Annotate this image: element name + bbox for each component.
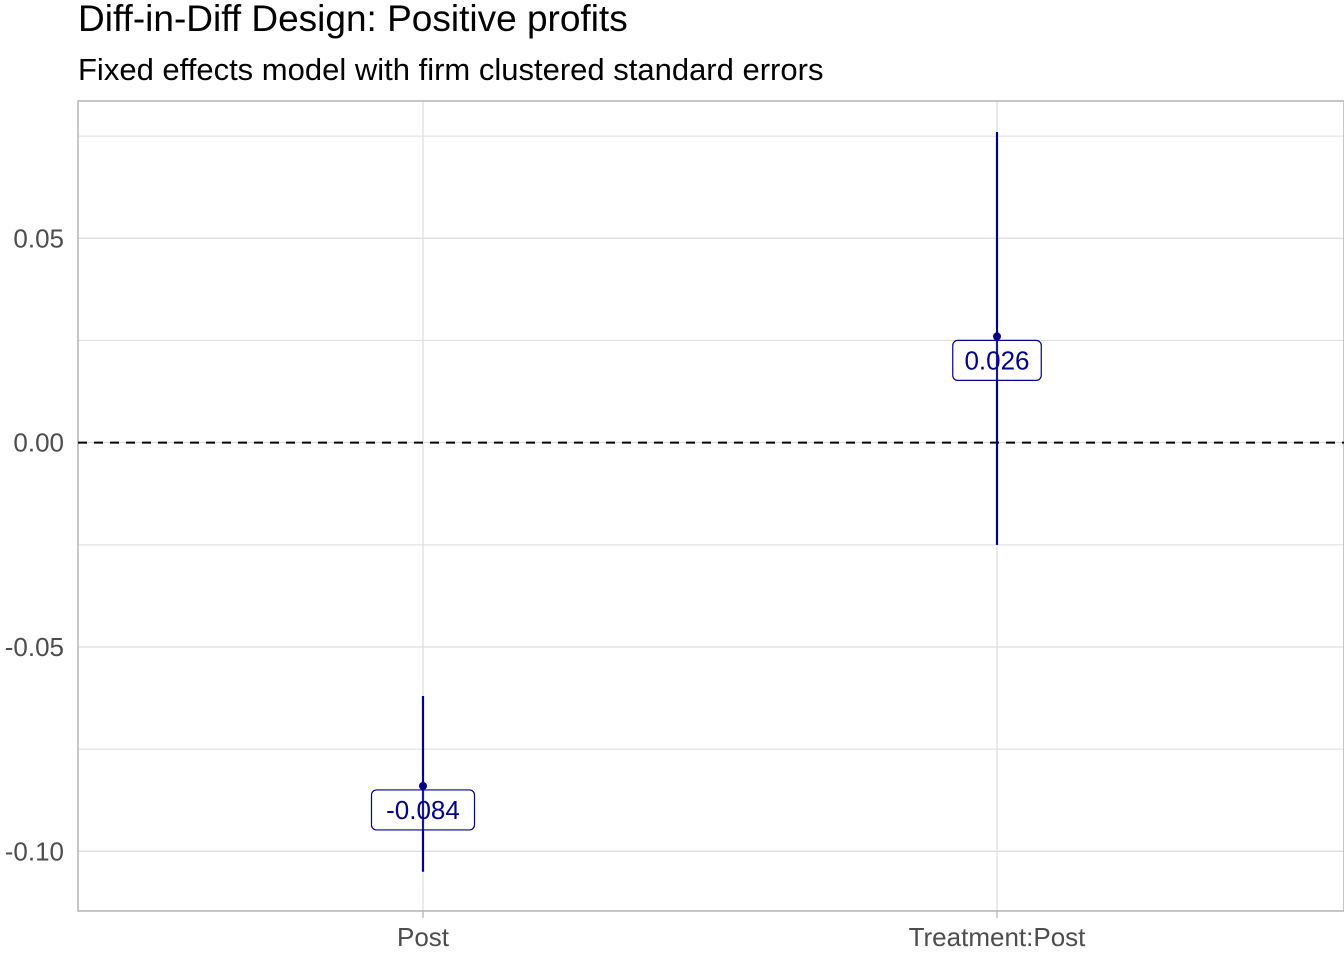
- estimate-point: [993, 332, 1001, 341]
- x-tick-label: Post: [397, 922, 450, 952]
- y-tick-label: 0.05: [13, 223, 64, 253]
- y-tick-label: -0.05: [5, 632, 64, 662]
- panel-border: [77, 100, 1344, 912]
- grid-layer: [78, 101, 1344, 911]
- y-tick-label: 0.00: [13, 428, 64, 458]
- x-tick-label: Treatment:Post: [909, 922, 1087, 952]
- y-tick-label: -0.10: [5, 836, 64, 866]
- estimate-point: [419, 781, 427, 790]
- chart-subtitle: Fixed effects model with firm clustered …: [78, 52, 823, 87]
- chart-title: Diff-in-Diff Design: Positive profits: [78, 0, 628, 39]
- axis-layer: -0.10 -0.05 0.00 0.05 Post Treatment:Post: [5, 100, 1344, 952]
